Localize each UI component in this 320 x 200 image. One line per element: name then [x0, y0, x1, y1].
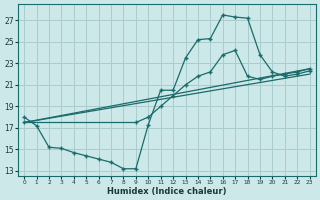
X-axis label: Humidex (Indice chaleur): Humidex (Indice chaleur) [107, 187, 227, 196]
